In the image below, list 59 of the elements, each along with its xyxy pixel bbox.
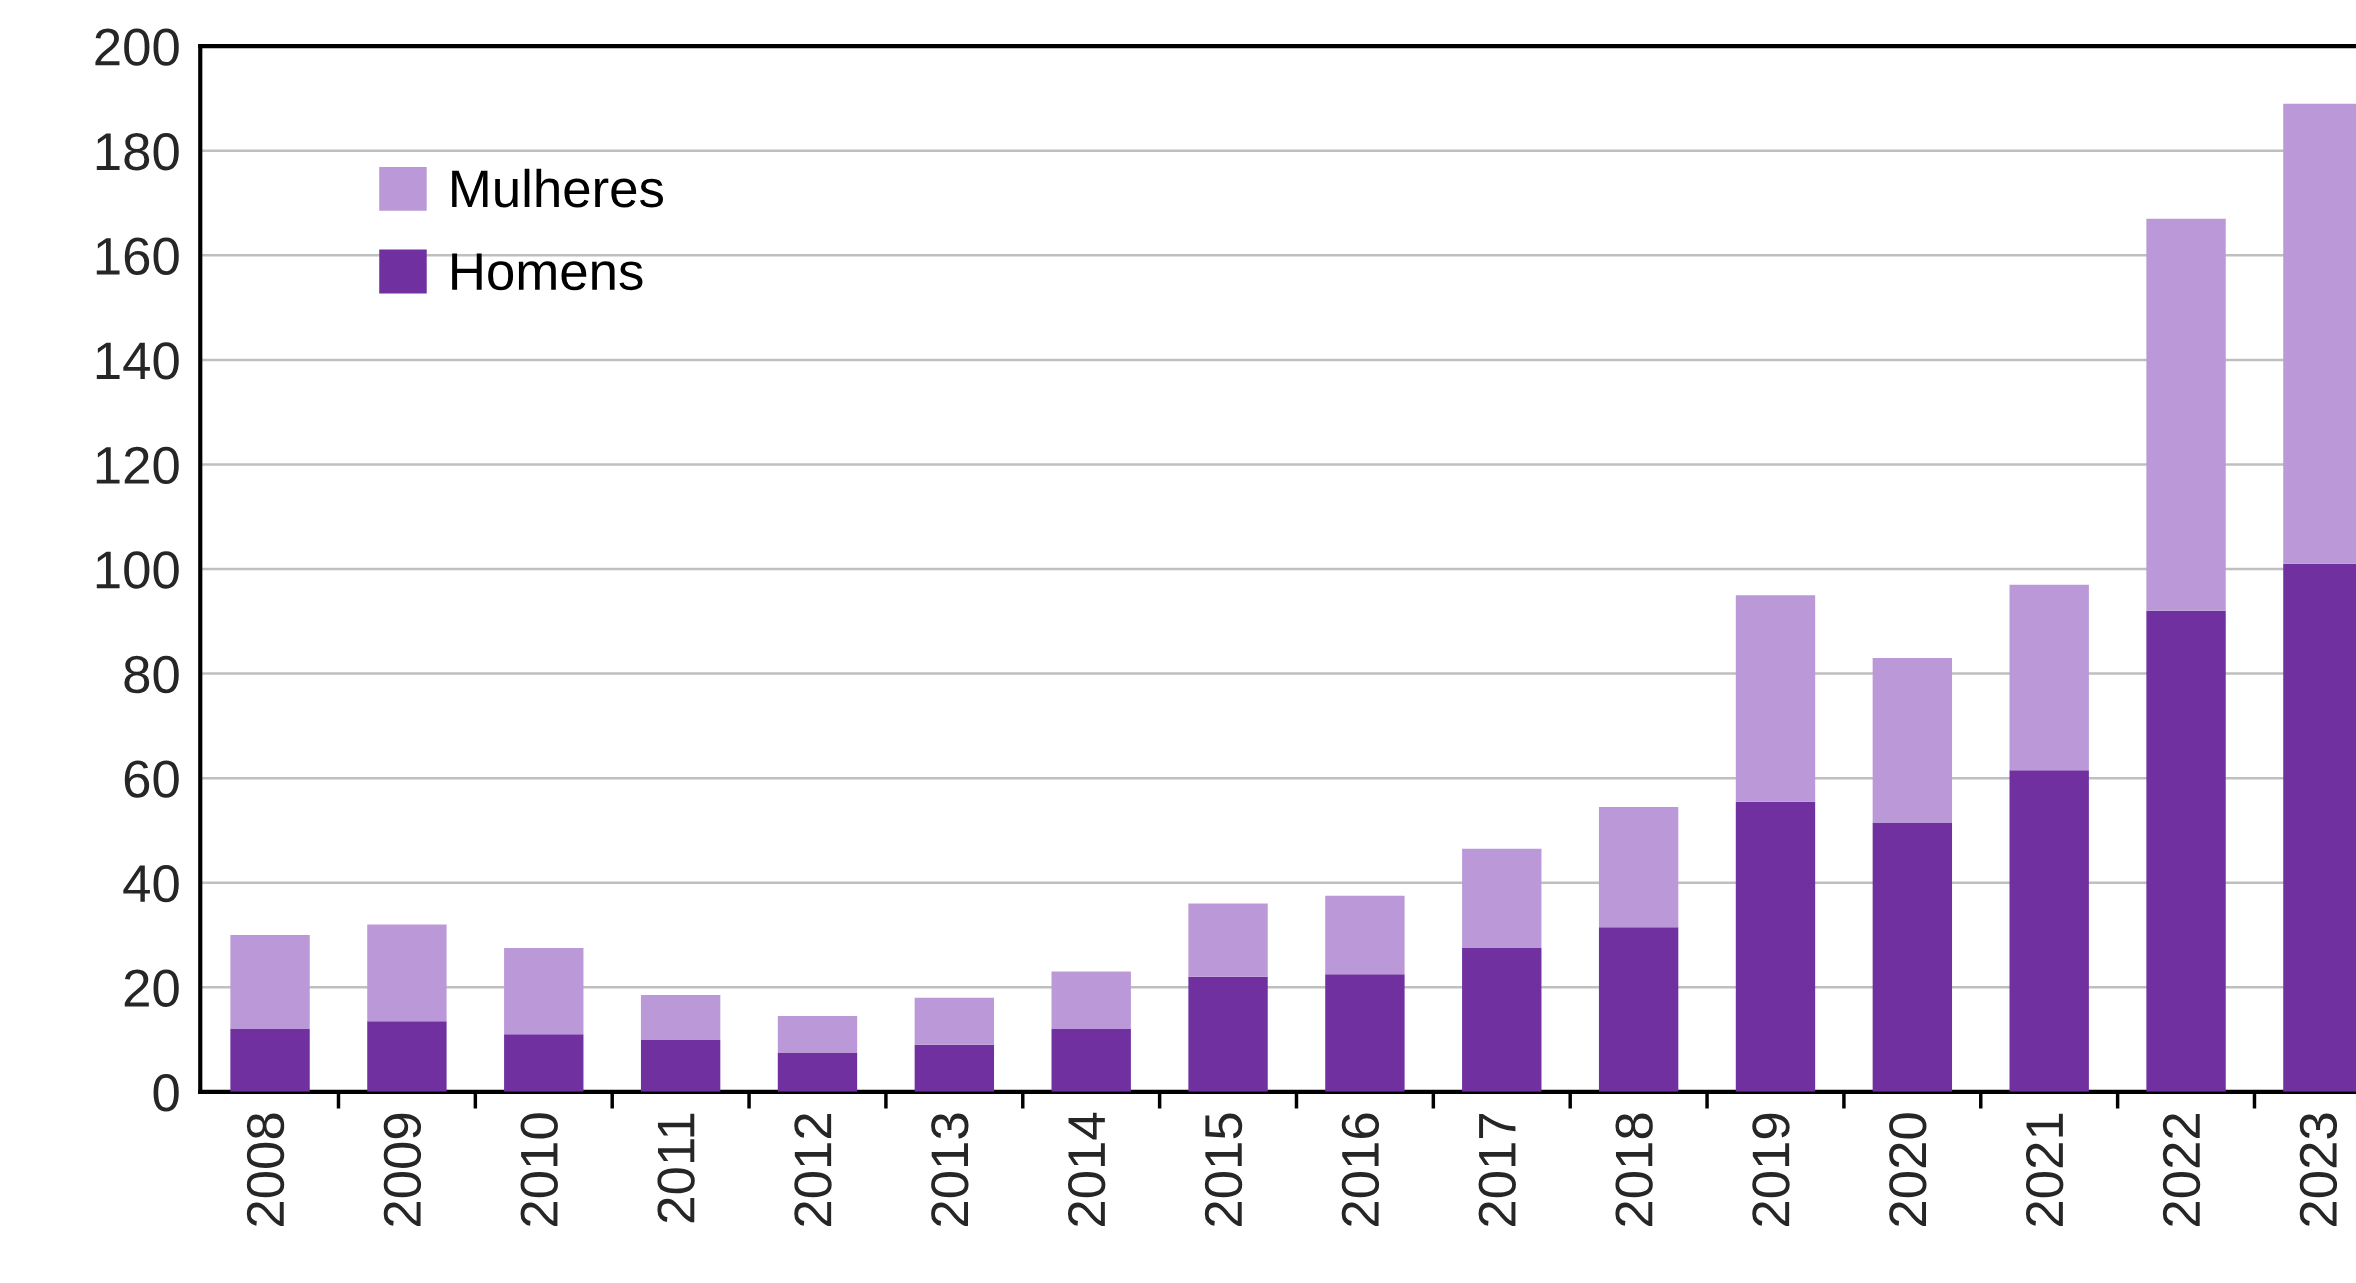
bar xyxy=(640,1039,721,1092)
bar xyxy=(1872,822,1953,1092)
x-tick-label: 2018 xyxy=(1615,1113,1653,1227)
bar xyxy=(1872,657,1953,823)
bar xyxy=(1598,806,1679,928)
bar xyxy=(1735,595,1816,802)
bar xyxy=(1462,948,1542,1092)
bar xyxy=(367,924,447,1022)
y-tick-label: 160 xyxy=(96,237,179,275)
bar xyxy=(2009,584,2089,771)
bar xyxy=(230,934,310,1030)
bar xyxy=(367,1021,447,1092)
bar xyxy=(1188,976,1268,1092)
x-tick-label: 2010 xyxy=(520,1113,558,1227)
legend-label: Mulheres xyxy=(452,168,663,208)
y-tick-label: 180 xyxy=(96,133,179,171)
bar xyxy=(640,995,721,1040)
x-tick-label: 2017 xyxy=(1478,1113,1516,1227)
x-tick-label: 2008 xyxy=(246,1113,285,1227)
x-tick-label: 2011 xyxy=(657,1113,695,1223)
x-tick-label: 2014 xyxy=(1067,1112,1106,1227)
bar xyxy=(1325,895,1405,975)
x-tick-label: 2021 xyxy=(2025,1113,2064,1227)
y-tick-label: 100 xyxy=(96,551,179,589)
x-tick-label: 2012 xyxy=(794,1113,832,1227)
bar xyxy=(914,997,995,1045)
bar xyxy=(1325,974,1405,1092)
bar xyxy=(504,1034,584,1092)
bar xyxy=(1051,1029,1131,1092)
bar xyxy=(1188,903,1268,977)
x-tick-label: 2019 xyxy=(1752,1113,1790,1227)
y-tick-label: 60 xyxy=(124,760,179,798)
y-tick-label: 200 xyxy=(95,28,179,66)
x-tick-label: 2023 xyxy=(2299,1113,2338,1227)
y-tick-label: 120 xyxy=(96,446,179,485)
bar xyxy=(2146,610,2226,1092)
bar xyxy=(2009,770,2089,1092)
y-tick-label: 0 xyxy=(153,1074,179,1112)
y-tick-label: 80 xyxy=(124,655,179,694)
y-tick-label: 40 xyxy=(123,864,179,903)
bar xyxy=(777,1016,858,1053)
bar xyxy=(1735,801,1816,1092)
x-tick-label: 2016 xyxy=(1341,1113,1380,1227)
y-tick-label: 20 xyxy=(124,969,179,1007)
bar xyxy=(777,1052,858,1092)
y-tick-label: 140 xyxy=(96,342,179,380)
bar xyxy=(1598,927,1679,1092)
legend-label: Homens xyxy=(452,253,643,291)
bar xyxy=(2146,218,2226,611)
bar xyxy=(230,1029,310,1092)
bar xyxy=(914,1044,995,1092)
x-tick-label: 2013 xyxy=(931,1113,969,1227)
x-tick-label: 2020 xyxy=(1889,1113,1927,1227)
x-tick-label: 2015 xyxy=(1204,1113,1243,1227)
bar xyxy=(1051,971,1131,1030)
x-tick-label: 2022 xyxy=(2162,1113,2201,1227)
x-tick-label: 2009 xyxy=(383,1113,422,1227)
bar xyxy=(504,948,584,1035)
bar xyxy=(1462,848,1542,949)
